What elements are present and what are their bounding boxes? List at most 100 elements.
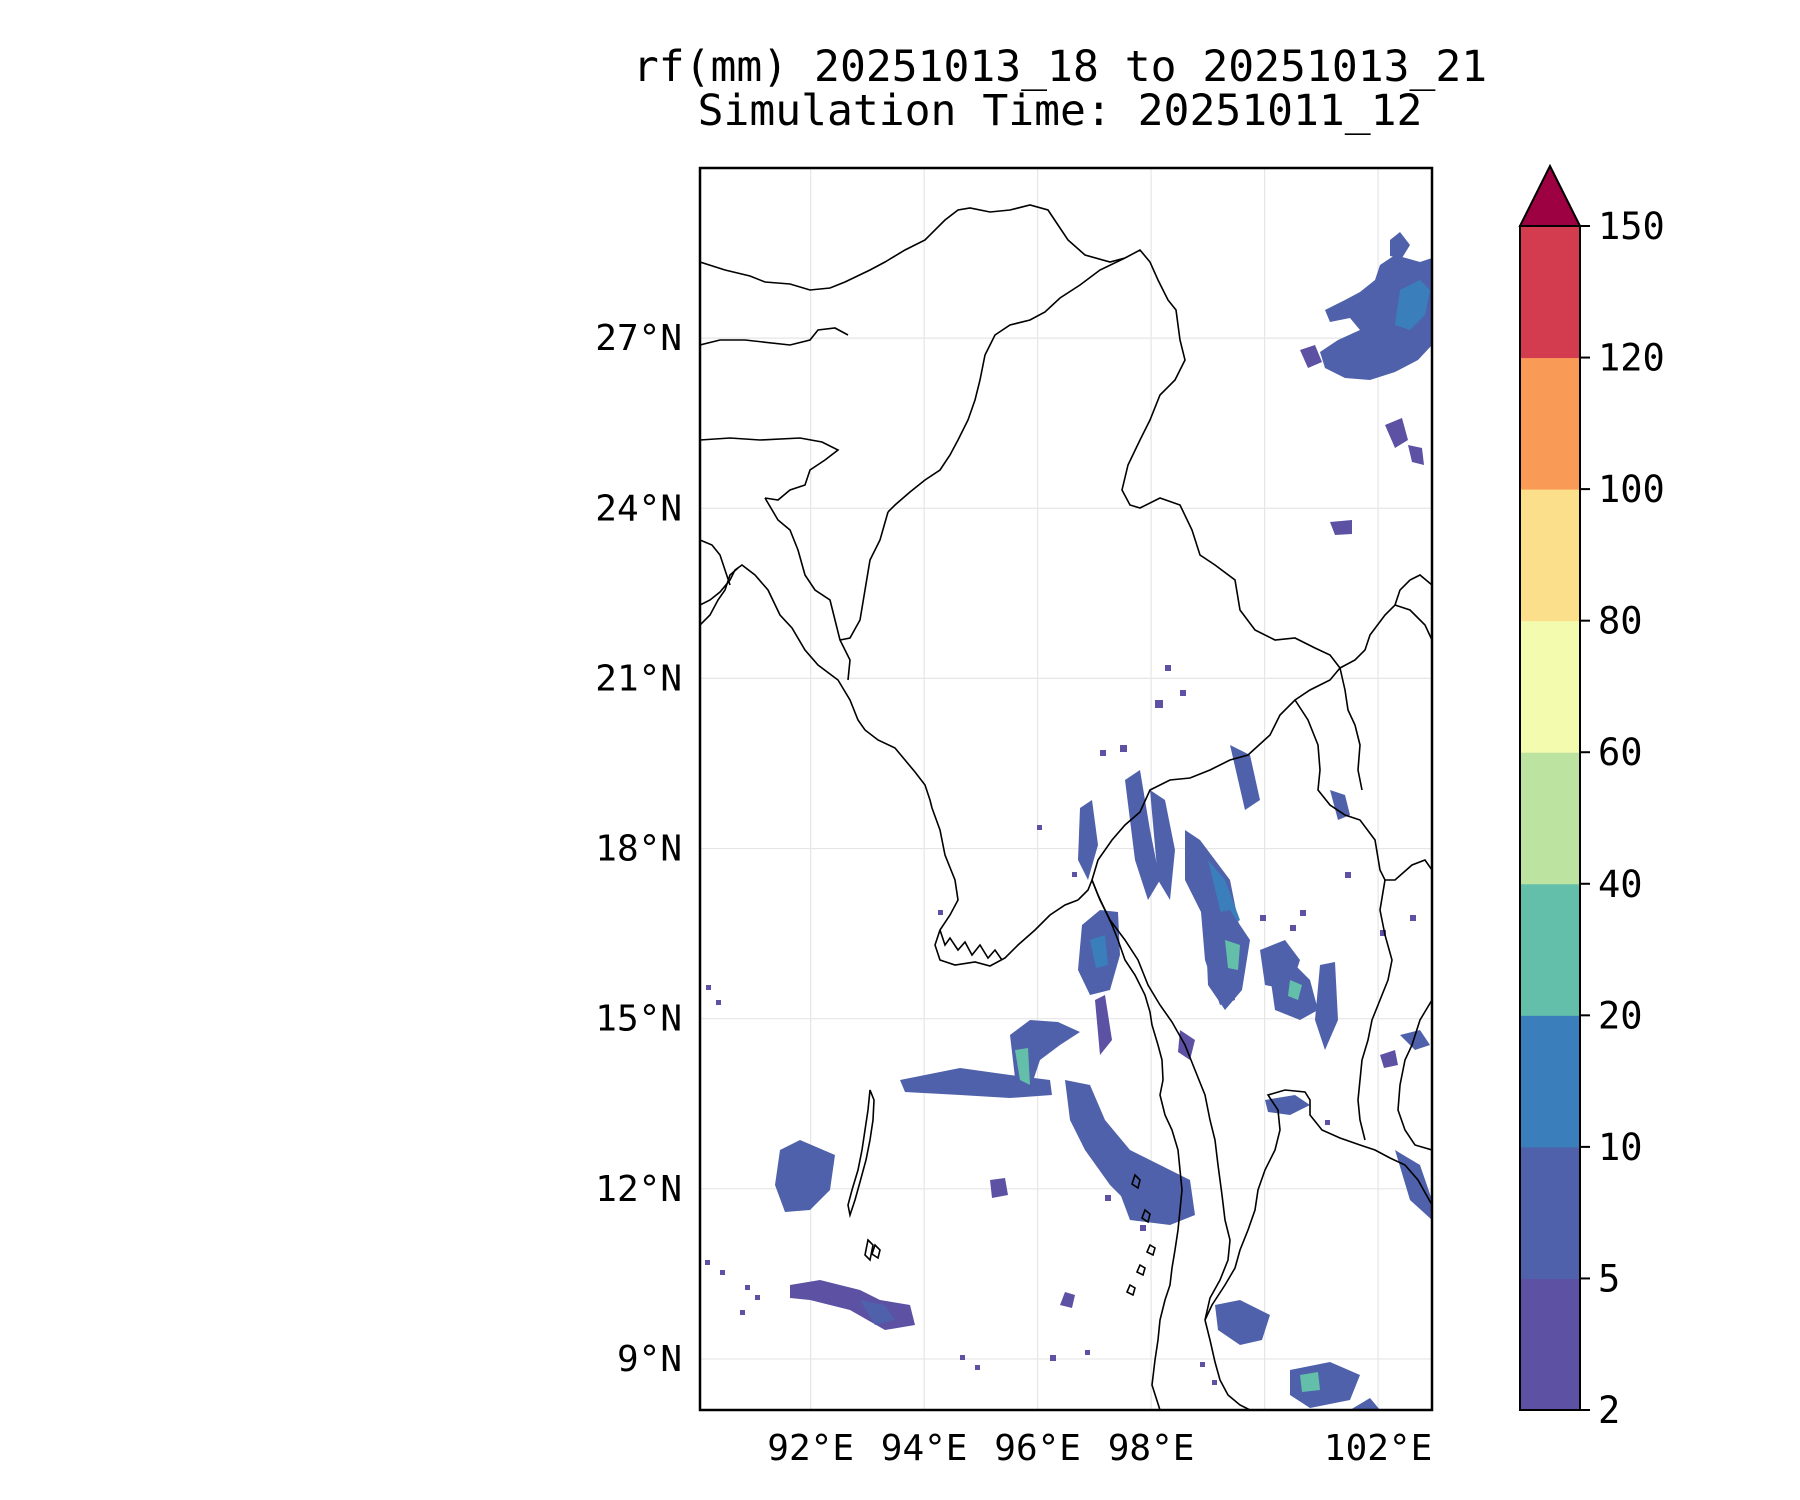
rain-patch-thai-2 [1225, 940, 1240, 970]
rain-patch-gulf-6 [1400, 1030, 1430, 1050]
lat-tick-label: 24°N [595, 488, 682, 529]
rain-patch-bay-1 [775, 1140, 835, 1212]
lon-tick-label: 94°E [881, 1428, 968, 1469]
coast-rakhine [700, 564, 933, 809]
lon-tick-label: 98°E [1108, 1428, 1195, 1469]
border-himalaya [700, 204, 1126, 291]
rain-patch-gulf-3 [1395, 1150, 1432, 1220]
map-frame [698, 166, 1434, 1412]
rain-patch-gulf-1 [1215, 1300, 1270, 1345]
coastlines-borders [700, 204, 1432, 1410]
colorbar-tick-label: 10 [1598, 1126, 1643, 1169]
rain-patch-shan-3 [1150, 790, 1175, 900]
rain-patch-thai-5 [1288, 980, 1302, 1000]
rain-specks [705, 665, 1416, 1385]
rain-patch-shan-7 [1330, 790, 1350, 820]
colorbar-tick-label: 80 [1598, 600, 1643, 643]
rain-patch-thai-4 [1315, 962, 1338, 1050]
rain-patch-6 [1330, 520, 1352, 535]
lat-tick-label: 15°N [595, 999, 682, 1040]
coast-gulf-thailand [1204, 1319, 1251, 1410]
colorbar-tick-label: 20 [1598, 994, 1643, 1037]
colorbar-segment [1520, 357, 1580, 490]
rain-patch-gulf-2 [1290, 1362, 1360, 1408]
colorbar-segment [1520, 489, 1580, 622]
lon-tick-label: 96°E [994, 1428, 1081, 1469]
border-yunnan-lines [1339, 667, 1363, 791]
colorbar-frame [1519, 225, 1581, 1411]
andaman-islands [847, 1089, 875, 1219]
lon-tick-label: 102°E [1324, 1428, 1432, 1469]
colorbar-tick-label: 100 [1598, 468, 1665, 511]
border-myanmar-west [700, 327, 849, 346]
rain-patch-andaman-5 [1115, 1170, 1195, 1225]
map-background [700, 168, 1432, 1410]
colorbar-extend-arrow [1518, 163, 1582, 227]
border-chittagong [764, 497, 851, 681]
rain-patch-andaman-7 [1178, 1030, 1195, 1060]
map-title-line-1: rf(mm) 20251013_18 to 20251013_21 [632, 42, 1488, 92]
colorbar-tick-label: 40 [1598, 863, 1643, 906]
border-india-myanmar [839, 511, 889, 641]
colorbar-tick-label: 60 [1598, 731, 1643, 774]
colorbar-segment [1520, 226, 1580, 359]
lat-tick-label: 12°N [595, 1169, 682, 1210]
coast-irrawaddy [931, 807, 1079, 967]
map-title-line-2: Simulation Time: 20251011_12 [697, 86, 1423, 136]
rainfall-field [705, 232, 1432, 1410]
rain-patch-yunnan-4 [1385, 418, 1408, 448]
rain-patch-andaman-3b [1015, 1048, 1030, 1085]
border-laos [1339, 604, 1432, 669]
rain-patch-yunnan-core [1395, 280, 1430, 330]
colorbar-segment [1520, 1278, 1580, 1411]
colorbar-segment [1520, 883, 1580, 1016]
rain-patch-gulf-7 [1350, 1398, 1380, 1410]
rain-patch-yunnan-5 [1408, 445, 1424, 465]
rain-patch-yunnan [1320, 255, 1432, 380]
border-myanmar-west-2 [887, 257, 1126, 513]
colorbar: 2 5 10 20 40 60 80 100 120 150 [1518, 163, 1665, 1432]
lat-tick-label: 18°N [595, 829, 682, 870]
coast-gulf-west [1204, 1089, 1432, 1321]
sundarbans-jag [700, 539, 731, 586]
colorbar-segment [1520, 1015, 1580, 1148]
rain-patch-shan-6 [1208, 860, 1240, 930]
rain-patch-yunnan-3 [1300, 345, 1322, 368]
border-myanmar-ne [1091, 248, 1342, 881]
rain-patch-andaman-6 [1095, 995, 1112, 1055]
rain-patch-bay-4 [1060, 1292, 1075, 1308]
coast-delta-jags [939, 929, 1003, 961]
coast-martaban [1077, 877, 1183, 1410]
nicobar-island [871, 1243, 881, 1260]
rain-patch-gulf-2b [1300, 1372, 1320, 1392]
rain-patch-andaman-2 [900, 1068, 1052, 1098]
border-laos-2 [1294, 699, 1432, 881]
colorbar-tick-label: 120 [1598, 337, 1665, 380]
bengal-coast [700, 567, 739, 626]
rain-patch-andaman-1b [1090, 935, 1108, 968]
lon-tick-label: 92°E [767, 1428, 854, 1469]
rain-patch-gulf-5 [1380, 1050, 1398, 1068]
colorbar-segment [1520, 620, 1580, 753]
colorbar-segment [1520, 752, 1580, 885]
border-myanmar-thailand [1091, 879, 1231, 1321]
colorbar-tick-label: 2 [1598, 1389, 1620, 1432]
border-cambodia [1357, 879, 1393, 1141]
colorbar-tick-label: 150 [1598, 205, 1665, 248]
lat-tick-label: 9°N [617, 1339, 682, 1380]
lat-tick-label: 21°N [595, 658, 682, 699]
colorbar-tick-label: 5 [1598, 1257, 1620, 1300]
map-axes: 92°E 94°E 96°E 98°E 102°E 27°N 24°N 21°N 18°N 15°… [595, 318, 1432, 1469]
rain-patch-shan-1 [1078, 800, 1098, 880]
andaman-island-small [864, 1238, 874, 1262]
mergui-islands [1125, 1173, 1156, 1297]
border-bangladesh-north [700, 437, 840, 501]
rain-patch-bay-3 [860, 1300, 895, 1325]
rain-patch-shan-5 [1230, 745, 1260, 810]
rain-patch-andaman-8 [990, 1178, 1008, 1198]
colorbar-segment [1520, 1146, 1580, 1279]
border-yunnan-east [1394, 574, 1432, 606]
rain-patch-shan-2 [1125, 770, 1160, 900]
